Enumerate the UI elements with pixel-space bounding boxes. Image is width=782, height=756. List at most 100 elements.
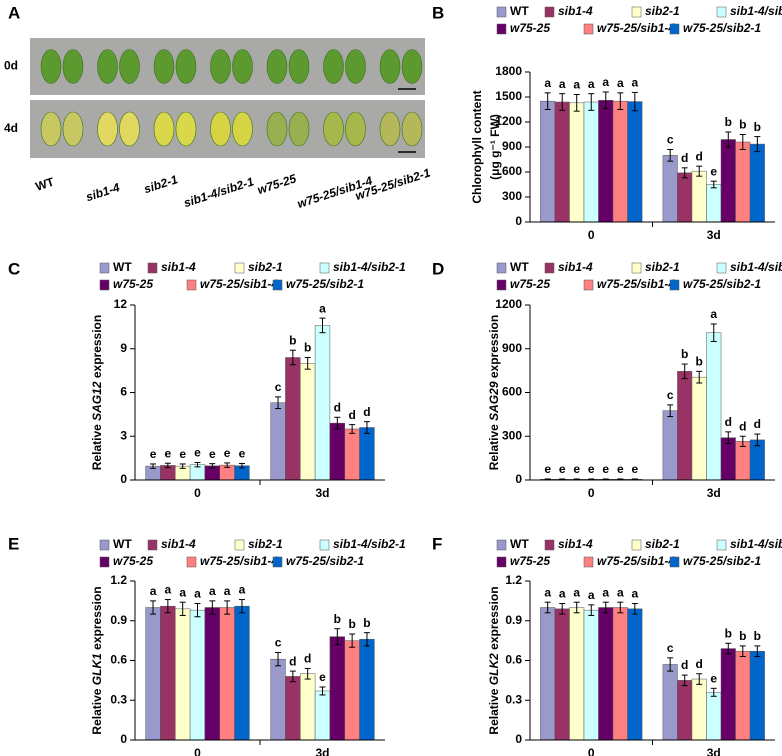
legend-label: sib1-4/sib2-1 bbox=[333, 260, 406, 274]
error-bar bbox=[754, 136, 761, 153]
x-tick-label: 0 bbox=[588, 486, 595, 500]
y-axis-label: Relative SAG29 expression bbox=[487, 315, 501, 470]
x-tick-label: 3d bbox=[315, 746, 329, 756]
legend-swatch bbox=[99, 279, 110, 291]
significance-letter: c bbox=[667, 133, 674, 147]
y-axis-label-part: GLK1 bbox=[90, 653, 104, 685]
y-axis-label: Chlorophyll content bbox=[470, 90, 484, 203]
legend-swatch bbox=[496, 23, 507, 35]
error-bar bbox=[194, 603, 201, 618]
y-tick-label: 0.9 bbox=[505, 613, 522, 627]
y-tick-label: 0 bbox=[515, 732, 522, 746]
y-tick-label: 0 bbox=[120, 472, 127, 486]
leaf bbox=[210, 49, 231, 84]
significance-letter: c bbox=[667, 641, 674, 655]
significance-letter: a bbox=[179, 585, 186, 599]
error-bar bbox=[573, 94, 580, 112]
error-bar bbox=[275, 396, 282, 410]
leaf bbox=[119, 49, 140, 84]
y-tick-label: 3 bbox=[120, 428, 127, 442]
bar bbox=[219, 607, 235, 741]
error-bar bbox=[179, 463, 186, 469]
significance-letter: d bbox=[725, 415, 732, 429]
bar bbox=[145, 607, 161, 741]
legend-label: WT bbox=[113, 537, 132, 551]
significance-letter: c bbox=[667, 388, 674, 402]
bar bbox=[691, 376, 707, 481]
error-bar bbox=[754, 433, 761, 447]
legend-swatch bbox=[186, 279, 197, 291]
panel-label: A bbox=[8, 3, 20, 22]
legend-swatch bbox=[544, 6, 555, 18]
significance-letter: a bbox=[544, 585, 551, 599]
legend-swatch bbox=[631, 539, 642, 551]
significance-letter: b bbox=[725, 626, 732, 640]
y-axis-label-part: expression bbox=[90, 315, 104, 378]
legend-label: sib1-4 bbox=[558, 260, 593, 274]
genotype-label: sib1-4/sib2-1 bbox=[182, 174, 256, 210]
legend-swatch bbox=[147, 262, 158, 274]
y-axis-label-part: Relative bbox=[487, 688, 501, 734]
significance-letter: a bbox=[631, 76, 638, 90]
significance-letter: e bbox=[224, 446, 231, 460]
significance-letter: d bbox=[681, 658, 688, 672]
legend-label: w75-25/sib2-1 bbox=[286, 554, 364, 568]
bar bbox=[329, 636, 345, 741]
significance-letter: e bbox=[617, 462, 624, 476]
legend-label: sib1-4 bbox=[161, 537, 196, 551]
significance-letter: d bbox=[696, 149, 703, 163]
bar bbox=[344, 640, 360, 741]
y-axis-label: Relative SAG12 expression bbox=[90, 315, 104, 470]
bar bbox=[720, 648, 736, 741]
significance-letter: e bbox=[239, 447, 246, 461]
significance-letter: b bbox=[754, 629, 761, 643]
error-bar bbox=[289, 349, 296, 366]
error-bar bbox=[696, 370, 703, 384]
significance-letter: e bbox=[710, 671, 717, 685]
bar bbox=[662, 410, 678, 481]
significance-letter: a bbox=[559, 77, 566, 91]
panel-label: D bbox=[432, 259, 444, 278]
leaf bbox=[379, 111, 401, 147]
legend-label: w75-25 bbox=[510, 21, 550, 35]
legend-swatch bbox=[272, 556, 283, 568]
leaf bbox=[175, 111, 197, 147]
y-tick-label: 0 bbox=[120, 732, 127, 746]
y-axis-label: (μg g⁻¹ FW) bbox=[488, 114, 502, 180]
significance-letter: a bbox=[150, 584, 157, 598]
significance-letter: b bbox=[696, 355, 703, 369]
legend-label: sib2-1 bbox=[645, 537, 680, 551]
error-bar bbox=[588, 93, 595, 111]
significance-letter: a bbox=[544, 76, 551, 90]
bar bbox=[691, 170, 707, 223]
significance-letter: d bbox=[739, 419, 746, 433]
error-bar bbox=[238, 463, 245, 469]
legend-swatch bbox=[234, 262, 245, 274]
significance-letter: e bbox=[588, 462, 595, 476]
significance-letter: a bbox=[588, 588, 595, 602]
legend-label: w75-25/sib2-1 bbox=[683, 21, 761, 35]
bar bbox=[359, 639, 375, 741]
y-tick-label: 900 bbox=[502, 341, 522, 355]
bar bbox=[344, 428, 360, 481]
error-bar bbox=[150, 463, 157, 469]
error-bar bbox=[681, 167, 688, 179]
bar bbox=[662, 155, 678, 223]
bar bbox=[720, 437, 736, 481]
significance-letter: e bbox=[602, 462, 609, 476]
y-tick-label: 1.2 bbox=[505, 573, 522, 587]
bar bbox=[160, 605, 176, 741]
error-bar bbox=[164, 599, 171, 614]
significance-letter: a bbox=[559, 587, 566, 601]
error-bar bbox=[559, 603, 566, 615]
legend-label: w75-25/sib2-1 bbox=[683, 277, 761, 291]
error-bar bbox=[209, 600, 216, 615]
error-bar bbox=[739, 134, 746, 150]
legend-swatch bbox=[583, 556, 594, 568]
error-bar bbox=[725, 431, 732, 445]
error-bar bbox=[238, 599, 245, 614]
error-bar bbox=[224, 600, 231, 615]
error-bar bbox=[696, 673, 703, 685]
legend-swatch bbox=[716, 539, 727, 551]
